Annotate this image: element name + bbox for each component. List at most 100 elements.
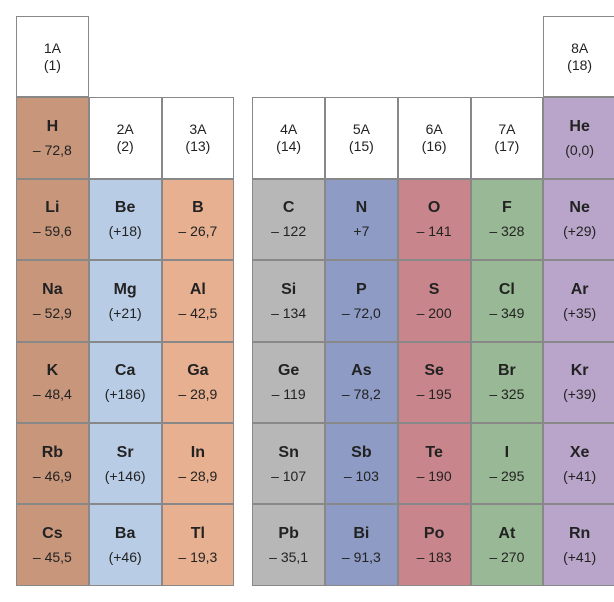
- element-symbol: K: [47, 362, 59, 380]
- element-symbol: Ca: [115, 362, 135, 380]
- element-cell: Ne (+29): [543, 179, 614, 260]
- element-symbol: Te: [425, 444, 442, 462]
- element-cell: Po – 183: [398, 504, 471, 585]
- element-cell: H – 72,8: [16, 97, 89, 178]
- element-cell: Tl– 19,3: [162, 504, 235, 585]
- element-symbol: Cs: [42, 525, 62, 543]
- group-number: (16): [422, 138, 447, 155]
- element-symbol: Pb: [278, 525, 298, 543]
- group-number: (15): [349, 138, 374, 155]
- element-value: – 349: [489, 305, 524, 321]
- element-symbol: Po: [424, 525, 444, 543]
- element-symbol: Xe: [570, 444, 590, 462]
- periodic-table-fragment: 1A(1)2A(2)3A(13)4A(14)5A(15)6A(16)7A(17)…: [16, 16, 598, 586]
- element-value: – 59,6: [33, 223, 72, 239]
- element-cell: Se– 195: [398, 342, 471, 423]
- group-label: 5A: [353, 121, 370, 138]
- element-symbol: Ga: [187, 362, 208, 380]
- element-cell: Ca (+186): [89, 342, 162, 423]
- element-value: – 200: [417, 305, 452, 321]
- element-symbol: F: [502, 199, 512, 217]
- element-value: – 26,7: [178, 223, 217, 239]
- element-symbol: H: [47, 118, 59, 136]
- group-header: 6A(16): [398, 97, 471, 178]
- element-cell: Ba (+46): [89, 504, 162, 585]
- element-value: – 183: [417, 549, 452, 565]
- element-symbol: Ne: [569, 199, 589, 217]
- element-symbol: Cl: [499, 281, 515, 299]
- element-cell: Bi– 91,3: [325, 504, 398, 585]
- group-header: 1A(1): [16, 16, 89, 97]
- element-symbol: Rb: [42, 444, 63, 462]
- element-symbol: Sr: [117, 444, 134, 462]
- element-cell: I– 295: [471, 423, 544, 504]
- element-symbol: Kr: [571, 362, 589, 380]
- element-value: (+46): [109, 549, 142, 565]
- element-value: (+39): [563, 386, 596, 402]
- element-value: – 48,4: [33, 386, 72, 402]
- element-cell: Si– 134: [252, 260, 325, 341]
- element-value: – 72,0: [342, 305, 381, 321]
- element-cell: Sn– 107: [252, 423, 325, 504]
- group-label: 8A: [571, 40, 588, 57]
- element-cell: Pb – 35,1: [252, 504, 325, 585]
- element-cell: Na– 52,9: [16, 260, 89, 341]
- element-symbol: Bi: [353, 525, 369, 543]
- element-cell: He(0,0): [543, 97, 614, 178]
- group-header: 7A(17): [471, 97, 544, 178]
- group-number: (1): [44, 57, 61, 74]
- element-value: (+35): [563, 305, 596, 321]
- element-value: (+146): [105, 468, 146, 484]
- element-cell: Rn(+41): [543, 504, 614, 585]
- group-label: 3A: [189, 121, 206, 138]
- group-header: 5A(15): [325, 97, 398, 178]
- element-value: (+41): [563, 468, 596, 484]
- group-number: (18): [567, 57, 592, 74]
- element-symbol: Se: [424, 362, 444, 380]
- element-symbol: P: [356, 281, 367, 299]
- element-value: – 46,9: [33, 468, 72, 484]
- group-label: 2A: [117, 121, 134, 138]
- element-cell: Xe (+41): [543, 423, 614, 504]
- group-header: 8A(18): [543, 16, 614, 97]
- element-symbol: I: [505, 444, 509, 462]
- group-number: (14): [276, 138, 301, 155]
- element-cell: Te – 190: [398, 423, 471, 504]
- element-value: (+186): [105, 386, 146, 402]
- element-value: – 122: [271, 223, 306, 239]
- element-cell: Ge– 119: [252, 342, 325, 423]
- element-value: – 325: [489, 386, 524, 402]
- element-cell: Kr (+39): [543, 342, 614, 423]
- group-header: 3A(13): [162, 97, 235, 178]
- element-symbol: O: [428, 199, 440, 217]
- element-cell: As– 78,2: [325, 342, 398, 423]
- group-header: 2A(2): [89, 97, 162, 178]
- element-symbol: C: [283, 199, 295, 217]
- element-symbol: Ba: [115, 525, 135, 543]
- element-value: – 190: [417, 468, 452, 484]
- element-cell: In– 28,9: [162, 423, 235, 504]
- element-symbol: Sb: [351, 444, 371, 462]
- element-cell: O– 141: [398, 179, 471, 260]
- element-cell: K – 48,4: [16, 342, 89, 423]
- element-symbol: Be: [115, 199, 135, 217]
- element-cell: F – 328: [471, 179, 544, 260]
- element-value: – 78,2: [342, 386, 381, 402]
- element-symbol: S: [429, 281, 440, 299]
- element-value: – 107: [271, 468, 306, 484]
- group-label: 4A: [280, 121, 297, 138]
- element-value: – 35,1: [269, 549, 308, 565]
- element-symbol: Tl: [191, 525, 205, 543]
- element-symbol: Na: [42, 281, 62, 299]
- element-value: – 134: [271, 305, 306, 321]
- element-value: (+29): [563, 223, 596, 239]
- element-value: – 28,9: [178, 386, 217, 402]
- element-cell: Cl – 349: [471, 260, 544, 341]
- element-value: – 45,5: [33, 549, 72, 565]
- element-value: – 328: [489, 223, 524, 239]
- element-cell: P – 72,0: [325, 260, 398, 341]
- element-cell: Cs – 45,5: [16, 504, 89, 585]
- element-value: – 119: [272, 386, 306, 402]
- element-cell: At– 270: [471, 504, 544, 585]
- element-value: – 72,8: [33, 142, 72, 158]
